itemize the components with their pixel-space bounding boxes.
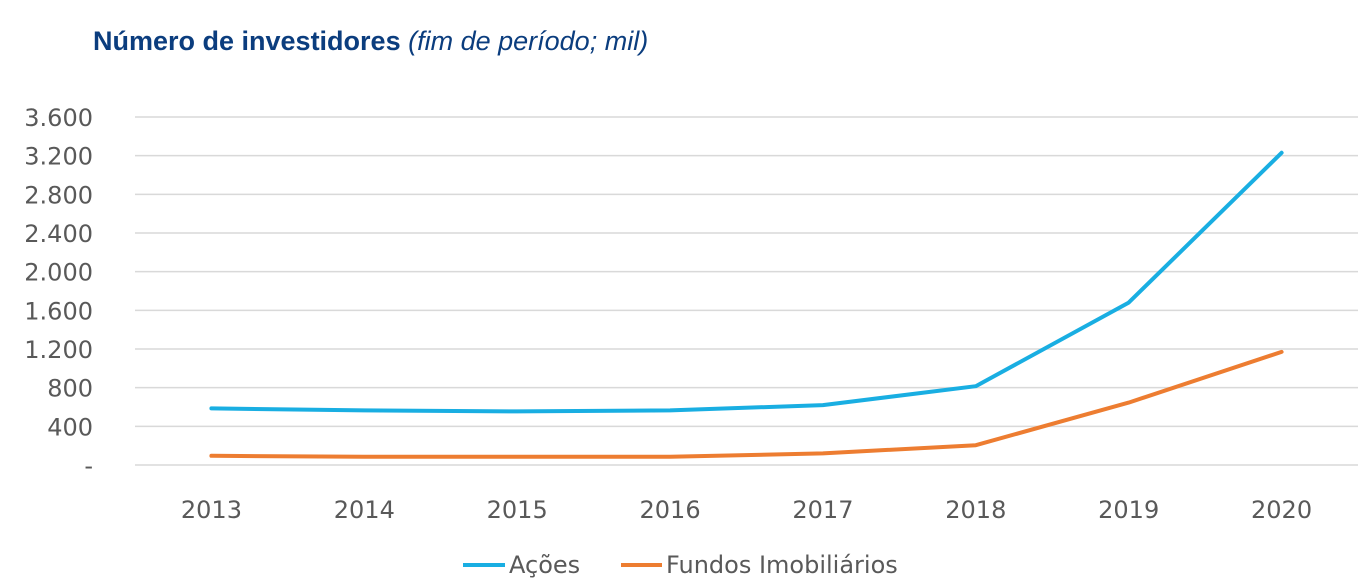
y-tick-label: 1.600 (24, 297, 93, 325)
series-line-1 (209, 150, 1284, 414)
y-tick-label: 1.200 (24, 336, 93, 364)
x-tick-label: 2015 (487, 496, 548, 524)
x-tick-label: 2013 (181, 496, 242, 524)
y-tick-label: - (84, 452, 93, 480)
x-axis: 2013 2014 2015 2016 2017 2018 2019 2020 (181, 496, 1312, 524)
legend-label: Fundos Imobiliários (666, 551, 898, 579)
y-tick-label: 2.000 (24, 259, 93, 287)
y-tick-label: 800 (47, 375, 93, 403)
chart-title-subtitle: (fim de período; mil) (408, 26, 649, 56)
y-tick-label: 400 (47, 413, 93, 441)
legend: Ações Fundos Imobiliários (463, 551, 898, 579)
gridlines (135, 116, 1358, 466)
x-tick-label: 2017 (792, 496, 853, 524)
x-tick-label: 2020 (1251, 496, 1312, 524)
y-tick-label: 2.800 (24, 181, 93, 209)
chart-title-main: Número de investidores (93, 26, 401, 56)
y-tick-label: 3.600 (24, 104, 93, 132)
legend-label: Ações (509, 551, 580, 579)
x-tick-label: 2018 (945, 496, 1006, 524)
series-line-2 (209, 349, 1284, 459)
x-tick-label: 2014 (334, 496, 395, 524)
series-lines (209, 150, 1284, 459)
y-axis: - 400 800 1.200 1.600 2.000 2.400 2.800 3.200 3.6… (24, 104, 93, 480)
y-tick-label: 3.200 (24, 143, 93, 171)
y-tick-label: 2.400 (24, 220, 93, 248)
x-tick-label: 2019 (1098, 496, 1159, 524)
chart-title: Número de investidores (fim de período; … (93, 26, 648, 57)
x-tick-label: 2016 (640, 496, 701, 524)
